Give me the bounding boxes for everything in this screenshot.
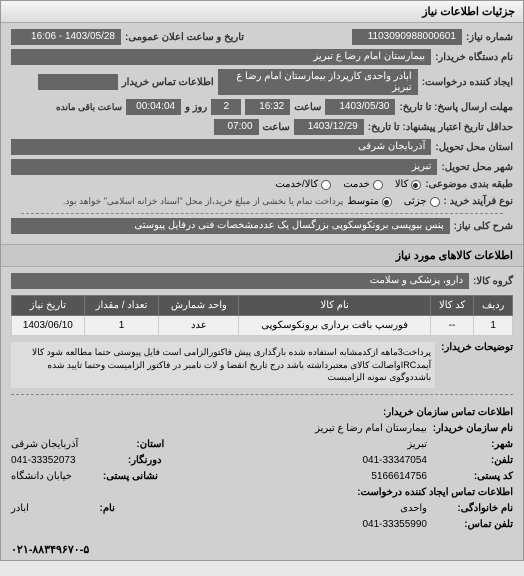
validity-label: حداقل تاریخ اعتبار پیشنهاد: تا تاریخ:: [368, 122, 513, 133]
td-row: 1: [474, 316, 513, 336]
radio-icon: [411, 180, 421, 190]
time-remaining-label: ساعت باقی مانده: [56, 102, 122, 113]
radio-label-service: خدمت: [343, 179, 370, 190]
panel-header: جزئیات اطلاعات نیاز: [1, 1, 523, 23]
footer-phone: ۰۲۱-۸۸۳۴۹۶۷۰-۵: [1, 539, 523, 560]
details-panel: جزئیات اطلاعات نیاز شماره نیاز: 11030909…: [0, 0, 524, 561]
need-desc-label: شرح کلی نیاز:: [454, 221, 513, 232]
creator-contact-title: اطلاعات تماس ایجاد کننده درخواست:: [353, 485, 513, 501]
group-label: گروه کالا:: [473, 276, 513, 287]
response-deadline-time: 16:32: [245, 99, 290, 115]
creator-field: ابادر واحدی کارپرداز بیمارستان امام رضا …: [218, 69, 418, 95]
radio-icon: [430, 197, 440, 207]
td-name: فورسپ بافت برداری برونکوسکوپی: [239, 316, 431, 336]
family-label: نام خانوادگی:: [433, 501, 513, 517]
need-desc-field: پنس بیوپسی برونکوسکوپی بزرگسال یک عددمشخ…: [11, 218, 450, 234]
th-qty: تعداد / مقدار: [84, 296, 159, 316]
response-deadline-label: مهلت ارسال پاسخ: تا تاریخ:: [399, 102, 513, 113]
postal-value: 5166614756: [371, 469, 427, 485]
th-name: نام کالا: [239, 296, 431, 316]
name-value: ابادر: [11, 501, 29, 517]
address-label: نشانی پستی:: [78, 469, 158, 485]
delivery-state-label: استان محل تحویل:: [435, 142, 513, 153]
org-name-value: بیمارستان امام رضا ع تبریز: [315, 421, 427, 437]
state-label: استان:: [84, 437, 164, 453]
th-unit: واحد شمارش: [159, 296, 239, 316]
contact-info-field: [38, 74, 118, 90]
announce-datetime-field: 1403/05/28 - 16:06: [11, 29, 121, 45]
contact-phone-value: 041-33355990: [362, 517, 427, 533]
contact-section-title: اطلاعات تماس سازمان خریدار:: [373, 405, 513, 421]
request-number-field: 1103090988000601: [352, 29, 462, 45]
radio-icon: [321, 180, 331, 190]
budget-radio-goods[interactable]: کالا: [395, 179, 422, 190]
buyer-org-field: بیمارستان امام رضا ع تبریز: [11, 49, 431, 65]
td-unit: عدد: [159, 316, 239, 336]
td-code: --: [430, 316, 473, 336]
days-remaining: 2: [211, 99, 241, 115]
family-value: واحدی: [400, 501, 427, 517]
group-value-field: دارو، پزشکی و سلامت: [11, 273, 469, 289]
goods-table: ردیف کد کالا نام کالا واحد شمارش تعداد /…: [11, 295, 513, 336]
request-number-label: شماره نیاز:: [466, 32, 513, 43]
th-date: تاریخ نیاز: [12, 296, 85, 316]
td-qty: 1: [84, 316, 159, 336]
divider: [21, 213, 503, 214]
city-value: تبریز: [407, 437, 427, 453]
fax-value: 041-33352073: [11, 453, 76, 469]
delivery-city-label: شهر محل تحویل:: [441, 162, 513, 173]
form-section: شماره نیاز: 1103090988000601 تاریخ و ساع…: [1, 23, 523, 244]
radio-icon: [373, 180, 383, 190]
purchase-note: پرداخت تمام یا بخشی از مبلغ خرید،از محل …: [63, 194, 343, 209]
budget-radio-both[interactable]: کالا/خدمت: [275, 179, 331, 190]
state-value: آذربایجان شرقی: [11, 437, 78, 453]
address-value: خیابان دانشگاه: [11, 469, 72, 485]
announce-datetime-label: تاریخ و ساعت اعلان عمومی:: [125, 32, 244, 43]
description-label: توضیحات خریدار:: [441, 342, 513, 388]
time-remaining: 00:04:04: [126, 99, 181, 115]
city-label: شهر:: [433, 437, 513, 453]
td-date: 1403/06/10: [12, 316, 85, 336]
validity-time: 07:00: [214, 119, 259, 135]
purchase-radio-group: جزئی متوسط: [347, 196, 439, 207]
fax-label: دورنگار:: [82, 453, 162, 469]
buyer-org-label: نام دستگاه خریدار:: [435, 52, 513, 63]
response-deadline-date: 1403/05/30: [325, 99, 395, 115]
time-label-1: ساعت: [294, 102, 321, 113]
phone-label: تلفن:: [433, 453, 513, 469]
th-code: کد کالا: [430, 296, 473, 316]
contact-section: اطلاعات تماس سازمان خریدار: نام سازمان خ…: [1, 399, 523, 539]
name-label: نام:: [35, 501, 115, 517]
postal-label: کد پستی:: [433, 469, 513, 485]
time-label-2: ساعت: [263, 122, 290, 133]
goods-section-title: اطلاعات کالاهای مورد نیاز: [1, 244, 523, 267]
th-row: ردیف: [474, 296, 513, 316]
table-header-row: ردیف کد کالا نام کالا واحد شمارش تعداد /…: [12, 296, 513, 316]
phone-value: 041-33347054: [362, 453, 427, 469]
contact-info-label: اطلاعات تماس خریدار: [122, 77, 214, 88]
description-block: توضیحات خریدار: پرداخت3ماهه ازکدمشابه اس…: [11, 342, 513, 388]
delivery-city-field: تبریز: [11, 159, 437, 175]
budget-radio-service[interactable]: خدمت: [343, 179, 383, 190]
purchase-process-label: نوع فرآیند خرید :: [444, 196, 513, 207]
purchase-radio-small[interactable]: جزئی: [404, 196, 440, 207]
budget-type-label: طبقه بندی موضوعی:: [425, 179, 513, 190]
description-text: پرداخت3ماهه ازکدمشابه استفاده شده بارگذا…: [11, 342, 435, 388]
org-name-label: نام سازمان خریدار:: [433, 421, 513, 437]
validity-date: 1403/12/29: [294, 119, 364, 135]
radio-label-goods: کالا: [395, 179, 409, 190]
budget-radio-group: کالا خدمت کالا/خدمت: [275, 179, 421, 190]
radio-label-small: جزئی: [404, 196, 427, 207]
radio-label-medium: متوسط: [347, 196, 378, 207]
contact-phone-label: تلفن تماس:: [433, 517, 513, 533]
radio-label-both: کالا/خدمت: [275, 179, 318, 190]
creator-label: ایجاد کننده درخواست:: [422, 77, 513, 88]
purchase-radio-medium[interactable]: متوسط: [347, 196, 391, 207]
divider: [11, 394, 513, 395]
table-row[interactable]: 1 -- فورسپ بافت برداری برونکوسکوپی عدد 1…: [12, 316, 513, 336]
delivery-state-field: آذربایجان شرقی: [11, 139, 431, 155]
days-remaining-label: روز و: [185, 102, 207, 113]
radio-icon: [382, 197, 392, 207]
panel-title: جزئیات اطلاعات نیاز: [422, 6, 515, 18]
